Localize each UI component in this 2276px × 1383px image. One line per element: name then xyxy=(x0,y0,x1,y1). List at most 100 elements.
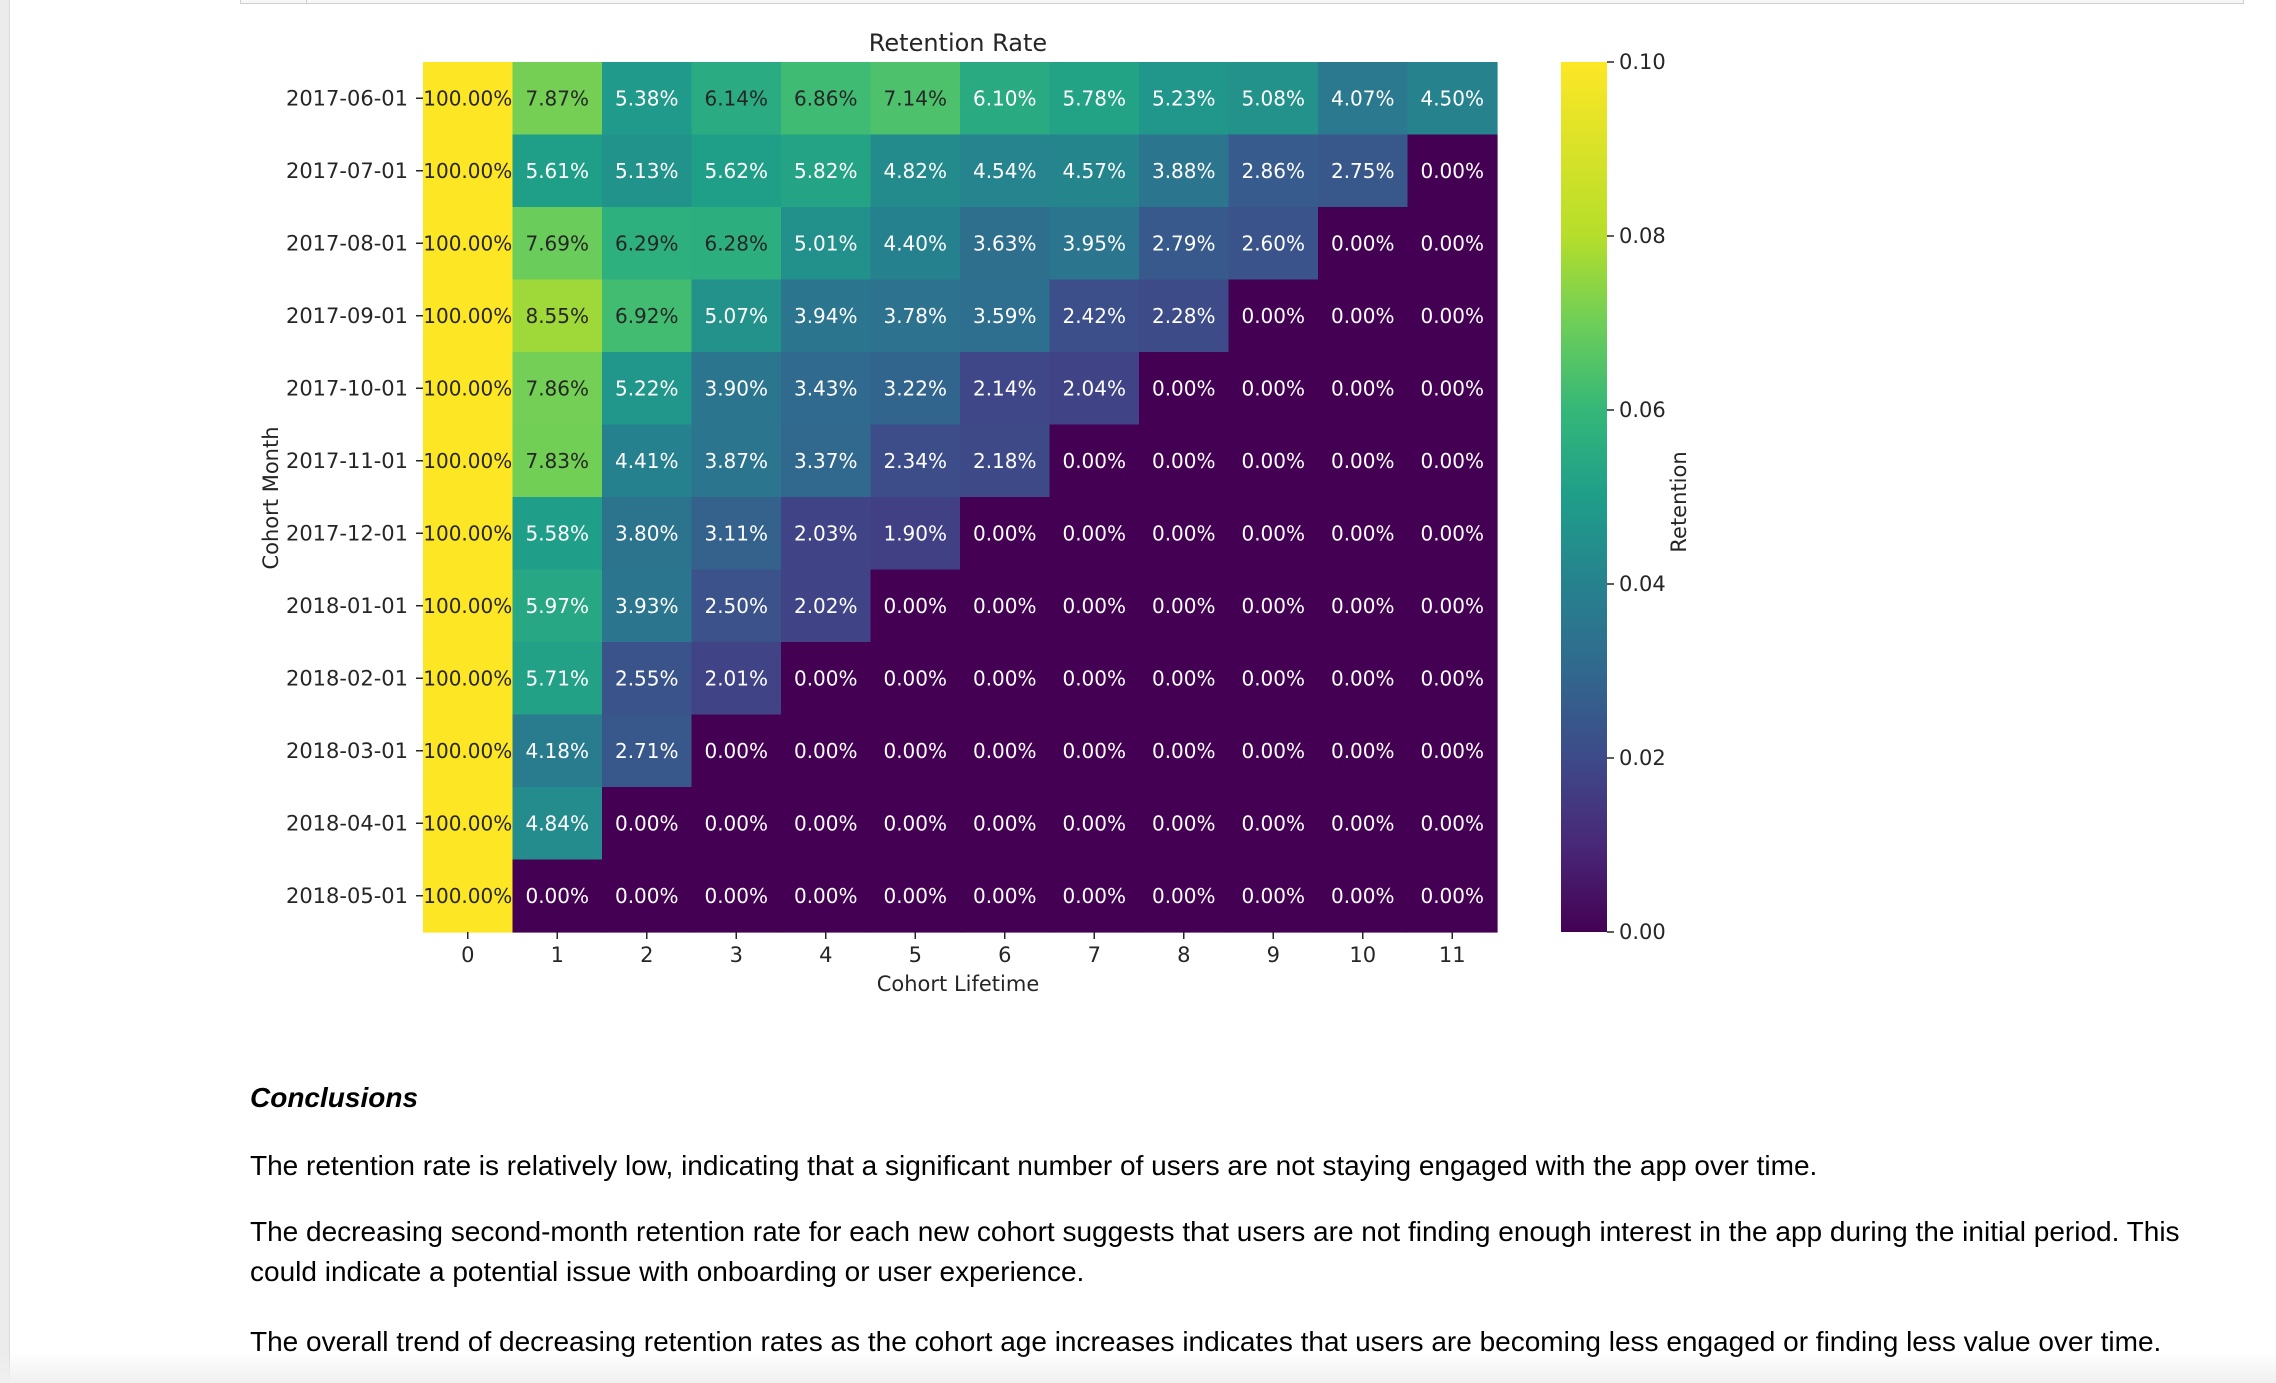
heatmap-cell xyxy=(1318,134,1409,208)
conclusions-section: Conclusions The retention rate is relati… xyxy=(250,1082,2210,1357)
heatmap-cell xyxy=(1228,787,1319,861)
x-tick-label: 10 xyxy=(1349,943,1376,967)
cell-label: 2.18% xyxy=(973,449,1037,473)
y-tick-label: 2018-05-01 xyxy=(286,884,408,908)
heatmap-cell xyxy=(512,352,603,426)
heatmap-cell xyxy=(781,642,872,716)
cell-label: 0.00% xyxy=(1241,376,1305,400)
heatmap-cell xyxy=(512,569,603,643)
heatmap-cell xyxy=(1228,569,1319,643)
colorbar-label: Retention xyxy=(1667,451,1691,552)
colorbar-tick-label: 0.04 xyxy=(1619,572,1666,596)
colorbar-tick-label: 0.02 xyxy=(1619,746,1666,770)
heatmap-cell xyxy=(512,787,603,861)
heatmap-cell xyxy=(1139,424,1230,498)
heatmap-cell xyxy=(691,569,782,643)
cell-label: 0.00% xyxy=(1241,594,1305,618)
heatmap-cell xyxy=(870,424,961,498)
cell-label: 3.87% xyxy=(704,449,768,473)
cell-label: 0.00% xyxy=(1241,521,1305,545)
cell-label: 0.00% xyxy=(525,884,589,908)
conclusions-heading: Conclusions xyxy=(250,1082,419,1113)
cell-label: 0.00% xyxy=(704,884,768,908)
cell-label: 0.00% xyxy=(794,666,858,690)
colorbar-tick-label: 0.08 xyxy=(1619,224,1666,248)
cell-label: 0.00% xyxy=(1420,304,1484,328)
heatmap-cell xyxy=(512,207,603,281)
heatmap-cell xyxy=(870,352,961,426)
y-tick-label: 2017-08-01 xyxy=(286,231,408,255)
cell-label: 2.01% xyxy=(704,666,768,690)
cell-label: 3.88% xyxy=(1152,159,1216,183)
cell-label: 0.00% xyxy=(615,811,679,835)
cell-label: 2.28% xyxy=(1152,304,1216,328)
cell-label: 0.00% xyxy=(1152,521,1216,545)
heatmap-cell xyxy=(781,714,872,788)
cell-label: 0.00% xyxy=(1331,449,1395,473)
cell-label: 100.00% xyxy=(423,376,512,400)
heatmap-cell xyxy=(1318,859,1409,933)
heatmap-cell xyxy=(870,859,961,933)
conclusion-paragraph: The decreasing second-month retention ra… xyxy=(250,1216,2180,1287)
cell-label: 0.00% xyxy=(973,884,1037,908)
heatmap-cell xyxy=(691,207,782,281)
heatmap-cell xyxy=(512,714,603,788)
heatmap-cell xyxy=(423,497,514,571)
cell-label: 0.00% xyxy=(1331,666,1395,690)
x-tick-label: 4 xyxy=(819,943,832,967)
cell-label: 0.00% xyxy=(1420,231,1484,255)
heatmap-cell xyxy=(781,424,872,498)
cell-label: 6.14% xyxy=(704,86,768,110)
cell-label: 2.14% xyxy=(973,376,1037,400)
cell-label: 0.00% xyxy=(1152,449,1216,473)
cell-label: 3.63% xyxy=(973,231,1037,255)
heatmap-cell xyxy=(1139,787,1230,861)
cell-label: 0.00% xyxy=(1331,376,1395,400)
heatmap-cell xyxy=(781,859,872,933)
notebook-left-gutter xyxy=(0,0,10,1383)
cell-label: 5.08% xyxy=(1241,86,1305,110)
cell-label: 0.00% xyxy=(1420,521,1484,545)
heatmap-cell xyxy=(1139,497,1230,571)
heatmap-cell xyxy=(1139,859,1230,933)
cell-label: 0.00% xyxy=(1331,884,1395,908)
cell-label: 3.22% xyxy=(883,376,947,400)
heatmap-cell xyxy=(602,424,693,498)
cell-label: 3.11% xyxy=(704,521,768,545)
heatmap-cell xyxy=(423,787,514,861)
heatmap-cell xyxy=(1139,62,1230,136)
heatmap-cell xyxy=(870,642,961,716)
cell-label: 5.97% xyxy=(525,594,589,618)
heatmap-cell xyxy=(602,859,693,933)
heatmap-cell xyxy=(1407,642,1498,716)
heatmap-cell xyxy=(781,352,872,426)
cell-label: 5.58% xyxy=(525,521,589,545)
cell-label: 0.00% xyxy=(1152,739,1216,763)
x-tick-label: 0 xyxy=(461,943,474,967)
colorbar-tick-label: 0.00 xyxy=(1619,920,1666,944)
cell-label: 5.62% xyxy=(704,159,768,183)
x-tick-label: 9 xyxy=(1267,943,1280,967)
cell-label: 7.86% xyxy=(525,376,589,400)
cell-label: 3.59% xyxy=(973,304,1037,328)
y-tick-label: 2017-09-01 xyxy=(286,304,408,328)
cell-label: 3.90% xyxy=(704,376,768,400)
heatmap-cell xyxy=(691,279,782,353)
cell-label: 5.71% xyxy=(525,666,589,690)
heatmap-cell xyxy=(691,62,782,136)
cell-label: 0.00% xyxy=(1062,666,1126,690)
cell-label: 3.37% xyxy=(794,449,858,473)
x-tick-label: 3 xyxy=(730,943,743,967)
heatmap-cell xyxy=(1049,787,1140,861)
cell-label: 100.00% xyxy=(423,449,512,473)
cell-label: 4.57% xyxy=(1062,159,1126,183)
heatmap-cell xyxy=(1049,859,1140,933)
heatmap-cell xyxy=(1139,134,1230,208)
y-tick-label: 2018-02-01 xyxy=(286,666,408,690)
heatmap-cell xyxy=(960,859,1051,933)
cell-label: 100.00% xyxy=(423,304,512,328)
conclusion-paragraph: The overall trend of decreasing retentio… xyxy=(250,1326,2162,1357)
cell-label: 2.71% xyxy=(615,739,679,763)
cell-label: 0.00% xyxy=(973,666,1037,690)
cell-label: 0.00% xyxy=(1331,739,1395,763)
